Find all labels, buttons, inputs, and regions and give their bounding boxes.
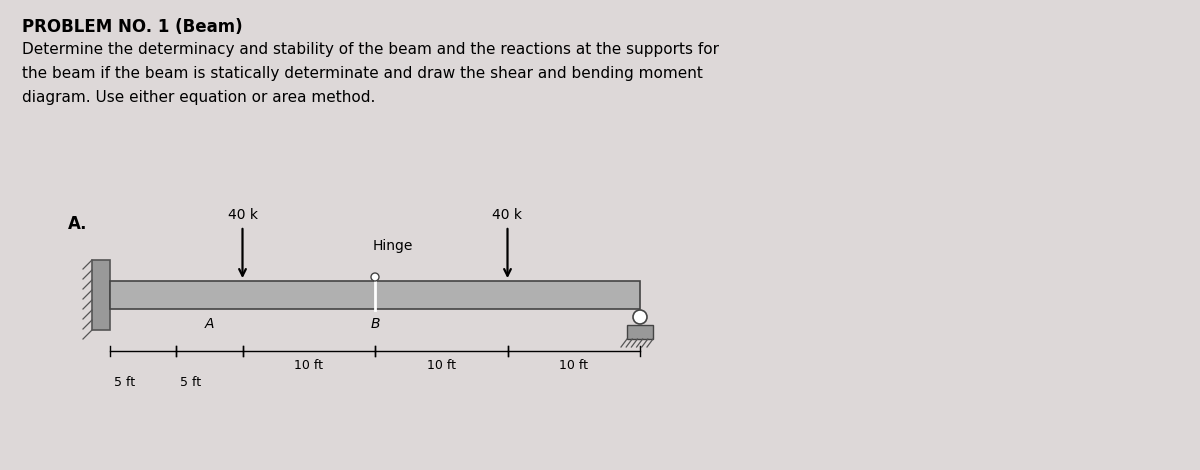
Text: 10 ft: 10 ft xyxy=(559,359,588,372)
Bar xyxy=(628,325,653,339)
Text: Hinge: Hinge xyxy=(373,239,413,253)
Bar xyxy=(92,260,110,330)
Text: 40 k: 40 k xyxy=(228,208,258,222)
Circle shape xyxy=(634,310,647,324)
Text: Determine the determinacy and stability of the beam and the reactions at the sup: Determine the determinacy and stability … xyxy=(22,42,719,57)
Text: B: B xyxy=(371,317,379,331)
Bar xyxy=(110,281,640,309)
Text: A: A xyxy=(205,317,214,331)
Text: 5 ft: 5 ft xyxy=(114,376,136,389)
Circle shape xyxy=(371,273,379,281)
Text: 40 k: 40 k xyxy=(492,208,522,222)
Text: A.: A. xyxy=(68,215,88,233)
Text: PROBLEM NO. 1 (Beam): PROBLEM NO. 1 (Beam) xyxy=(22,18,242,36)
Text: 10 ft: 10 ft xyxy=(427,359,456,372)
Text: 5 ft: 5 ft xyxy=(180,376,202,389)
Text: 10 ft: 10 ft xyxy=(294,359,323,372)
Text: the beam if the beam is statically determinate and draw the shear and bending mo: the beam if the beam is statically deter… xyxy=(22,66,703,81)
Text: diagram. Use either equation or area method.: diagram. Use either equation or area met… xyxy=(22,90,376,105)
